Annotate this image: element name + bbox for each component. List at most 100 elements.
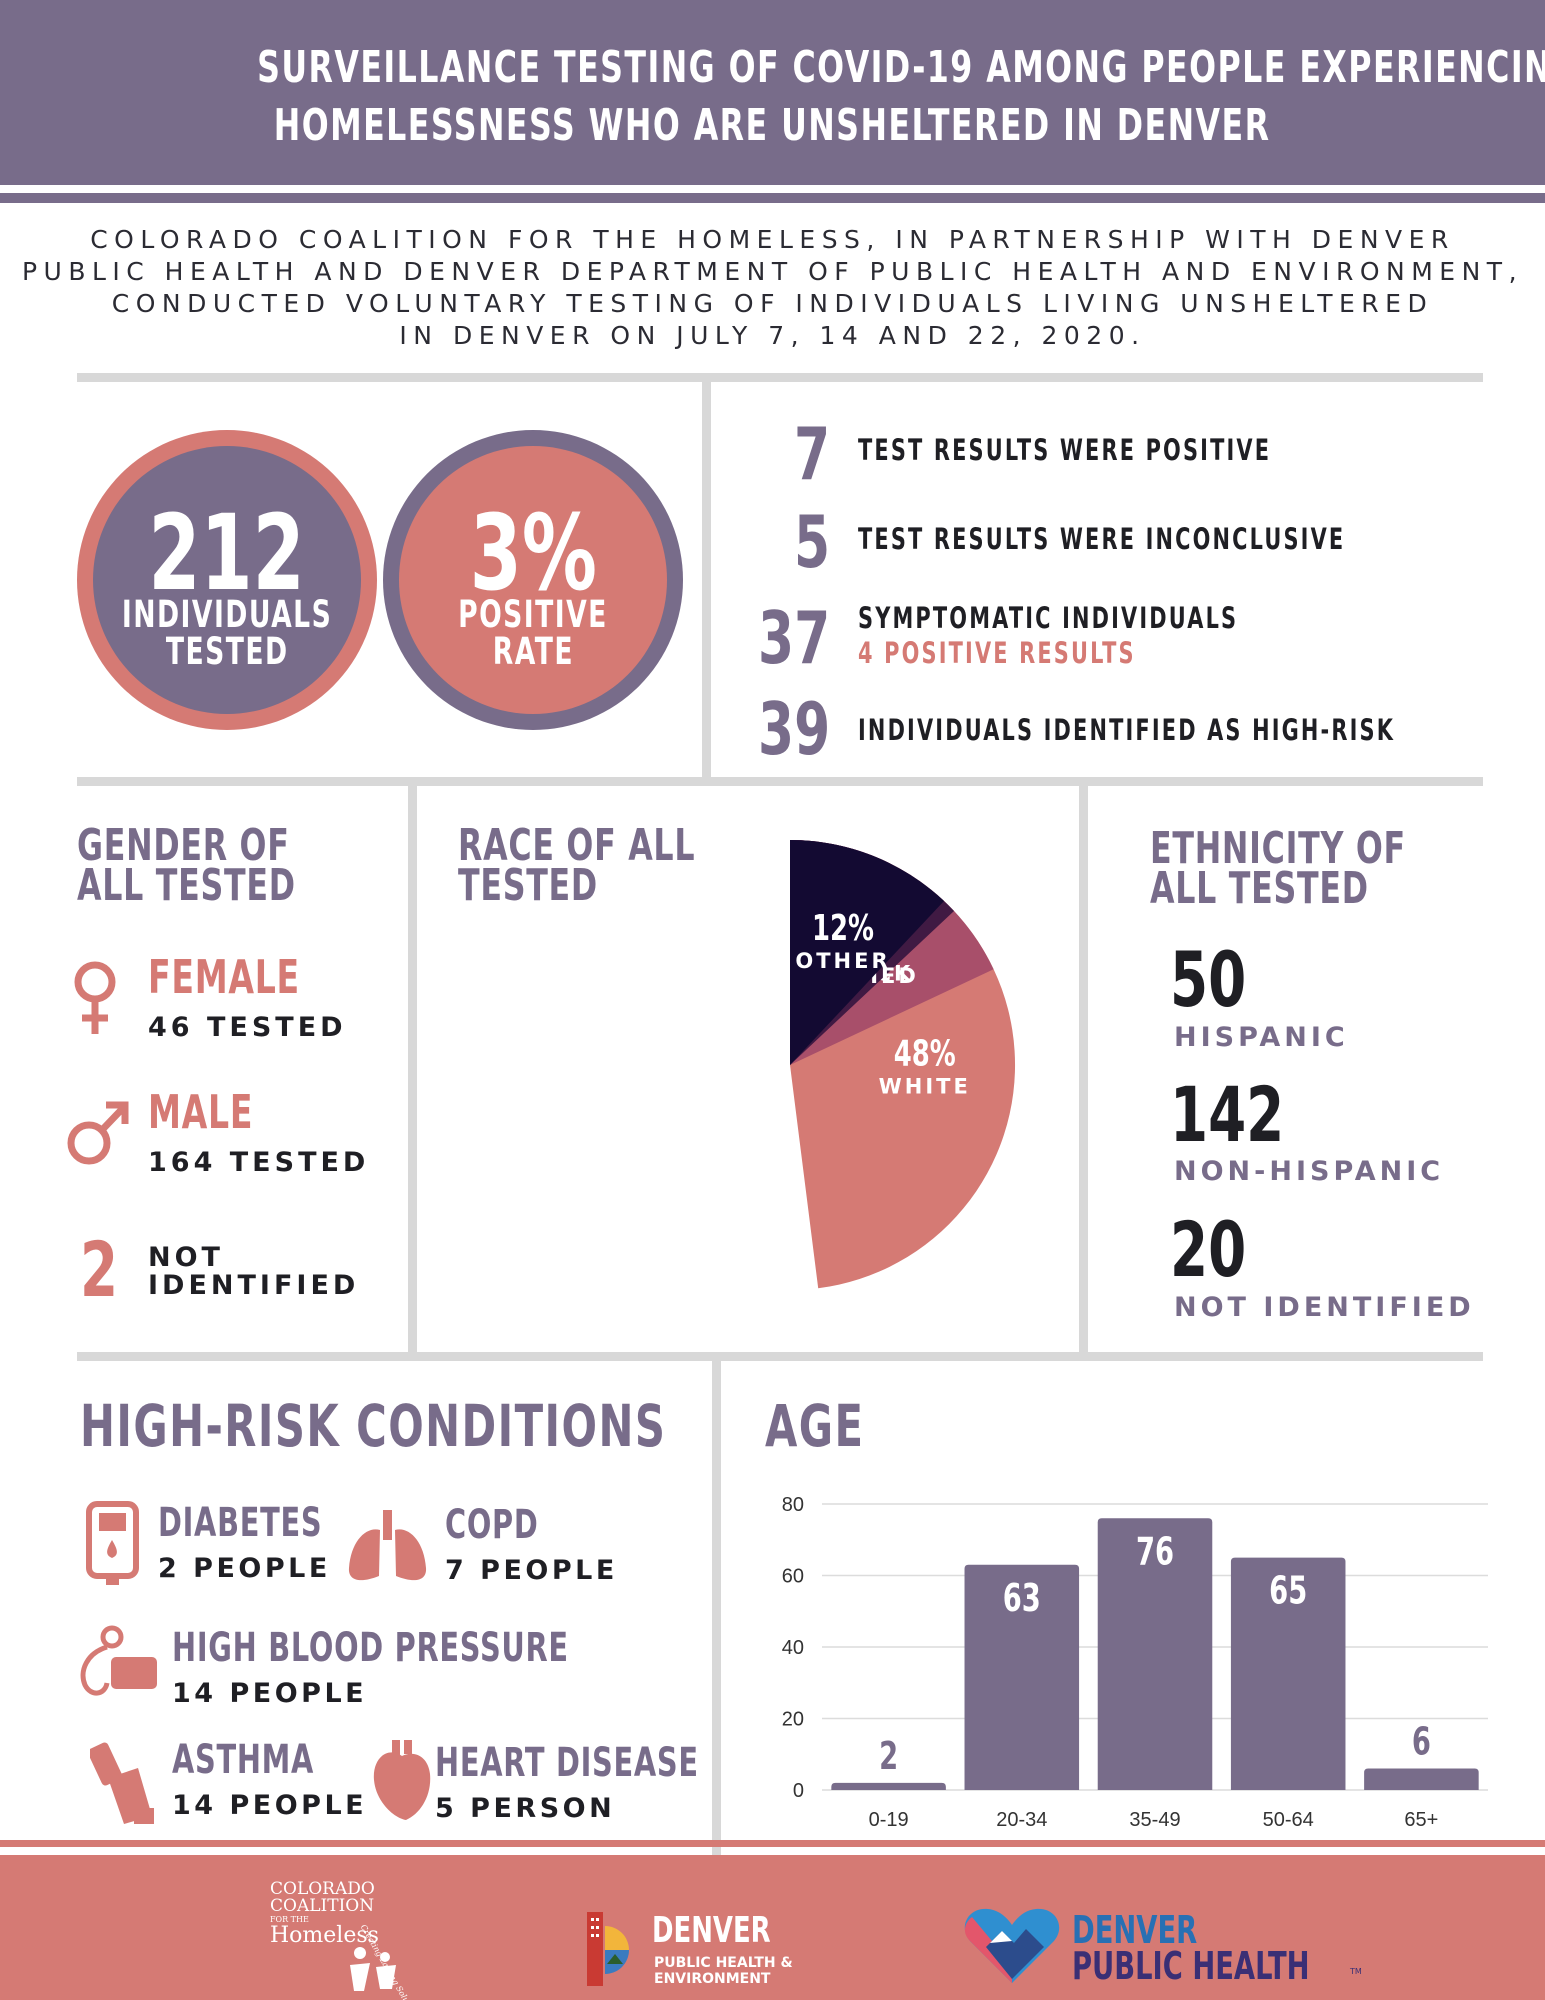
- condition-asthma-count: 14 PEOPLE: [172, 1790, 368, 1821]
- ethnicity-hispanic-label: HISPANIC: [1174, 1022, 1349, 1053]
- condition-copd-count: 7 PEOPLE: [445, 1555, 618, 1586]
- age-bar-value-0-19: 2: [879, 1733, 898, 1778]
- pie-label-name-white: WHITE: [879, 1075, 971, 1099]
- dph-heart-logo-icon: [964, 1908, 1060, 1983]
- pie-label-pct-white: 48%: [894, 1033, 956, 1074]
- condition-diabetes-name: DIABETES: [158, 1500, 323, 1546]
- ethnicity-not-identified-label: NOT IDENTIFIED: [1174, 1292, 1475, 1323]
- divider-vertical-age: [712, 1352, 721, 1862]
- dph-trademark: TM: [1350, 1967, 1362, 1976]
- dph-title-2: PUBLIC HEALTH: [1072, 1944, 1310, 1988]
- y-tick-label-60: 60: [782, 1566, 804, 1588]
- age-bar-65: [1364, 1768, 1479, 1790]
- condition-heart-name: HEART DISEASE: [435, 1740, 699, 1786]
- dph-title-1: DENVER: [1072, 1908, 1198, 1952]
- y-tick-label-40: 40: [782, 1637, 804, 1659]
- tested-label-1: INDIVIDUALS: [121, 593, 333, 636]
- intro-line-1: COLORADO COALITION FOR THE HOMELESS, IN …: [90, 225, 1455, 254]
- positive-rate-value: 3%: [469, 492, 597, 614]
- gender-title-2: ALL TESTED: [77, 860, 296, 911]
- stat-symptomatic-sub: 4 POSITIVE RESULTS: [858, 636, 1136, 670]
- blood-pressure-cuff-icon: [80, 1625, 157, 1696]
- inhaler-icon: [90, 1742, 154, 1824]
- ethnicity-title-1: ETHNICITY OF: [1150, 823, 1406, 874]
- male-icon: [67, 1101, 129, 1165]
- condition-diabetes-count: 2 PEOPLE: [158, 1553, 331, 1584]
- lungs-icon: [348, 1510, 427, 1581]
- condition-copd-name: COPD: [445, 1502, 539, 1548]
- ddphe-subtitle-1: PUBLIC HEALTH &: [654, 1955, 793, 1971]
- ethnicity-non-hispanic-num: 142: [1170, 1070, 1285, 1159]
- y-tick-label-80: 80: [782, 1494, 804, 1516]
- female-label: FEMALE: [148, 950, 300, 1004]
- y-tick-label-0: 0: [793, 1780, 804, 1802]
- divider-vertical-ethnicity: [1079, 777, 1088, 1357]
- age-bar-chart: 0 20 40 60 80 2 0-19 63 20-34 76 35-49 65 50-64 6 65+: [782, 1494, 1488, 1831]
- positive-rate-circle-inner: [399, 446, 667, 714]
- race-title-1: RACE OF ALL: [458, 820, 696, 871]
- condition-asthma-name: ASTHMA: [172, 1737, 315, 1783]
- condition-hbp-name: HIGH BLOOD PRESSURE: [172, 1625, 569, 1671]
- gender-not-identified-line-2: IDENTIFIED: [148, 1270, 360, 1301]
- x-tick-label-35-49: 35-49: [1129, 1809, 1180, 1831]
- positive-rate-label-1: POSITIVE: [458, 593, 608, 636]
- glucose-meter-icon: [86, 1501, 139, 1585]
- divider-lower: [77, 1352, 1483, 1361]
- age-bar-value-20-34: 63: [1003, 1575, 1041, 1620]
- stat-symptomatic-num: 37: [757, 596, 830, 680]
- stat-high-risk-text: INDIVIDUALS IDENTIFIED AS HIGH-RISK: [858, 713, 1396, 747]
- stat-inconclusive-text: TEST RESULTS WERE INCONCLUSIVE: [858, 522, 1346, 556]
- pie-label-name-other: OTHER: [795, 949, 890, 973]
- age-bar-35-49: [1097, 1518, 1213, 1790]
- header-banner: SURVEILLANCE TESTING OF COVID-19 AMONG P…: [0, 0, 1545, 185]
- pie-slice-other: [790, 840, 945, 1065]
- stat-positive-num: 7: [793, 412, 830, 496]
- ethnicity-hispanic-num: 50: [1170, 935, 1247, 1024]
- race-title-2: TESTED: [458, 860, 598, 911]
- x-tick-label-65: 65+: [1404, 1809, 1438, 1831]
- page-title-line-1: SURVEILLANCE TESTING OF COVID-19 AMONG P…: [257, 42, 1545, 93]
- gender-title-1: GENDER OF: [77, 820, 290, 871]
- conditions-title: HIGH-RISK CONDITIONS: [80, 1392, 667, 1460]
- page-title-line-2: HOMELESSNESS WHO ARE UNSHELTERED IN DENV…: [274, 100, 1271, 151]
- divider-middle: [77, 777, 1483, 786]
- heart-icon: [373, 1740, 431, 1820]
- ddphe-title: DENVER: [652, 1910, 771, 1951]
- y-tick-label-20: 20: [782, 1709, 804, 1731]
- female-count: 46 TESTED: [148, 1012, 347, 1043]
- pie-label-pct-other: 12%: [812, 908, 874, 949]
- stat-symptomatic-text: SYMPTOMATIC INDIVIDUALS: [858, 601, 1239, 635]
- cch-logo: COLORADO COALITION FOR THE Homeless Crea…: [270, 1879, 421, 2000]
- male-label: MALE: [148, 1085, 254, 1139]
- ethnicity-not-identified-num: 20: [1170, 1205, 1247, 1294]
- x-tick-label-20-34: 20-34: [996, 1809, 1047, 1831]
- condition-heart-count: 5 PERSON: [435, 1793, 616, 1824]
- age-bar-value-50-64: 65: [1269, 1568, 1307, 1613]
- female-icon: [74, 961, 116, 1034]
- ethnicity-non-hispanic-label: NON-HISPANIC: [1174, 1156, 1445, 1187]
- divider-top: [77, 373, 1483, 382]
- cch-figures-icon: [350, 1947, 396, 1991]
- stat-positive-text: TEST RESULTS WERE POSITIVE: [858, 433, 1272, 467]
- stat-high-risk-num: 39: [757, 687, 830, 771]
- intro-line-3: CONDUCTED VOLUNTARY TESTING OF INDIVIDUA…: [111, 289, 1434, 318]
- age-bar-value-35-49: 76: [1136, 1529, 1174, 1574]
- condition-hbp-count: 14 PEOPLE: [172, 1678, 368, 1709]
- footer-stripe: [0, 1840, 1545, 1847]
- header-stripe: [0, 193, 1545, 203]
- race-pie-chart: 48%WHITE18%BLACK9%AMERICANINDIAN13%NOTID…: [756, 840, 1016, 1289]
- gender-not-identified-line-1: NOT: [148, 1242, 224, 1273]
- intro-line-4: IN DENVER ON JULY 7, 14 AND 22, 2020.: [399, 321, 1146, 350]
- age-bar-value-65: 6: [1412, 1719, 1431, 1764]
- x-tick-label-50-64: 50-64: [1263, 1809, 1314, 1831]
- male-count: 164 TESTED: [148, 1147, 370, 1178]
- tested-count: 212: [148, 492, 306, 614]
- divider-vertical-gender: [408, 777, 417, 1357]
- stat-inconclusive-num: 5: [793, 500, 830, 584]
- age-bar-20-34: [964, 1564, 1080, 1790]
- footer-banner: COLORADO COALITION FOR THE Homeless Crea…: [0, 1855, 1545, 2000]
- intro-line-2: PUBLIC HEALTH AND DENVER DEPARTMENT OF P…: [21, 257, 1524, 286]
- age-bar-50-64: [1230, 1557, 1346, 1790]
- positive-rate-circle: 3% POSITIVE RATE: [383, 430, 683, 730]
- divider-vertical-kpi: [702, 373, 711, 782]
